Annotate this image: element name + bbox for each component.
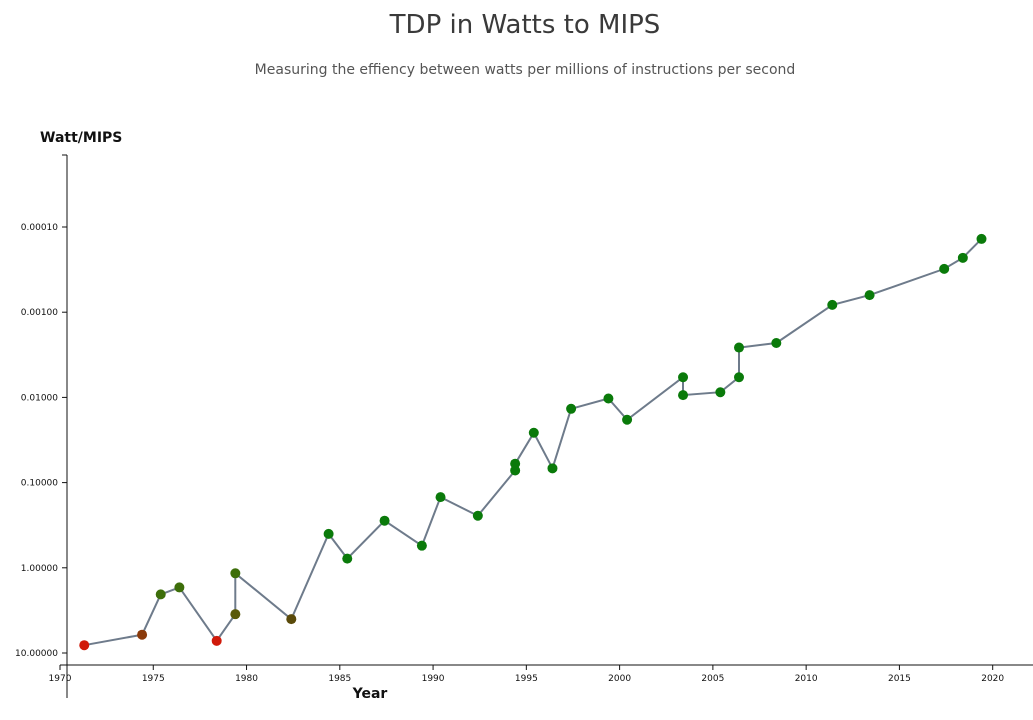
data-point	[435, 492, 446, 503]
data-point	[976, 233, 987, 244]
y-axis-title: Watt/MIPS	[40, 130, 122, 146]
y-tick-label: 0.00010	[21, 223, 58, 233]
data-point	[323, 528, 334, 539]
x-axis: 1970 1975 1980 1985 1990 1995 2000 2005 2010 2015…	[49, 664, 1033, 684]
y-tick-label: 1.00000	[21, 564, 58, 574]
data-point	[603, 393, 614, 404]
x-tick-label: 1990	[422, 674, 445, 684]
x-tick-label: 1995	[515, 674, 538, 684]
data-point	[416, 540, 427, 551]
data-point	[230, 568, 241, 579]
data-point	[734, 372, 744, 383]
series-line	[84, 238, 983, 647]
data-point	[286, 614, 297, 625]
x-tick-label: 2010	[795, 674, 818, 684]
data-points	[79, 233, 987, 651]
x-tick-label: 1970	[49, 674, 72, 684]
x-tick-label: 1985	[328, 674, 351, 684]
data-point	[715, 387, 726, 398]
data-point	[472, 510, 483, 521]
chart-title: TDP in Watts to MIPS	[389, 10, 661, 40]
data-point	[211, 635, 222, 646]
y-tick-label: 0.01000	[21, 393, 58, 403]
y-tick-label: 0.00100	[21, 308, 58, 318]
x-tick-label: 2005	[701, 674, 724, 684]
x-tick-label: 2020	[981, 674, 1004, 684]
data-point	[566, 403, 577, 414]
chart-subtitle: Measuring the effiency between watts per…	[254, 62, 796, 78]
data-point	[957, 252, 968, 263]
y-axis: 10.00000 1.00000 0.10000 0.01000 0.00100 0.00…	[15, 154, 68, 698]
data-point	[678, 372, 689, 383]
data-point	[174, 582, 185, 593]
data-point	[622, 414, 633, 425]
data-point	[827, 299, 838, 310]
data-point	[734, 342, 744, 353]
data-point	[79, 640, 90, 651]
y-tick-label: 10.00000	[15, 649, 58, 659]
data-point	[939, 263, 950, 274]
x-axis-title: Year	[352, 686, 388, 702]
data-point	[137, 629, 148, 640]
data-point	[547, 463, 558, 474]
data-point	[771, 338, 782, 349]
y-tick-label: 0.10000	[21, 479, 58, 489]
data-point	[342, 553, 353, 564]
data-point	[678, 390, 689, 401]
data-point	[230, 609, 241, 620]
data-point	[155, 589, 166, 600]
x-tick-label: 2000	[608, 674, 631, 684]
x-tick-label: 1975	[142, 674, 165, 684]
x-tick-label: 2015	[888, 674, 911, 684]
data-point	[864, 290, 875, 301]
data-point	[510, 458, 521, 469]
data-point	[379, 515, 390, 526]
data-point	[528, 427, 539, 438]
x-tick-label: 1980	[235, 674, 258, 684]
